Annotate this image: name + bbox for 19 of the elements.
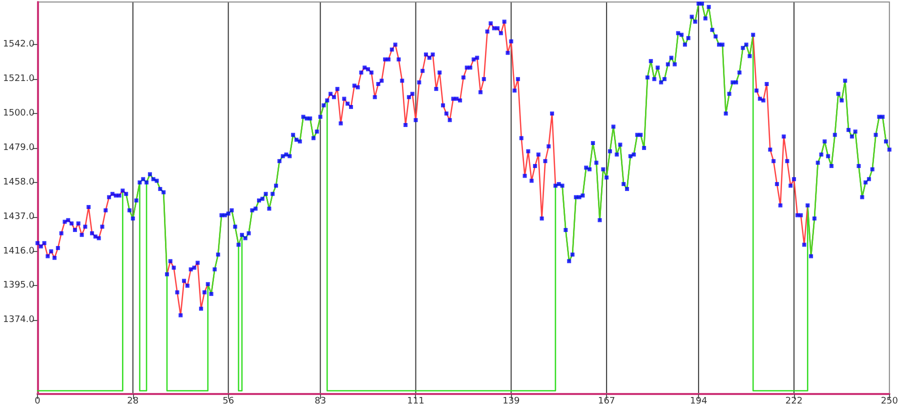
x-tick-label: 139: [502, 396, 520, 406]
x-tick-label: 194: [690, 396, 708, 406]
y-tick-label: 1395.0: [2, 280, 35, 291]
x-tick-label: 83: [314, 396, 326, 406]
x-tick-label: 111: [407, 396, 424, 406]
y-tick-label: 1416.0: [2, 246, 35, 256]
y-tick-label: 1542.0: [2, 40, 35, 50]
x-tick-label: 222: [785, 396, 803, 406]
x-tick-label: 250: [880, 396, 898, 406]
y-tick-label: 1458.0: [2, 177, 35, 188]
y-tick-label: 1479.0: [2, 142, 35, 153]
x-tick-label: 28: [127, 396, 139, 406]
y-tick-label: 1374.0: [2, 315, 35, 326]
y-tick-label: 1437.0: [2, 212, 35, 222]
y-tick-label: 1500.0: [2, 108, 35, 119]
x-tick-label: 0: [34, 396, 41, 406]
x-tick-label: 167: [598, 396, 616, 406]
y-tick-label: 1521.0: [2, 74, 35, 84]
x-tick-label: 56: [222, 396, 234, 406]
